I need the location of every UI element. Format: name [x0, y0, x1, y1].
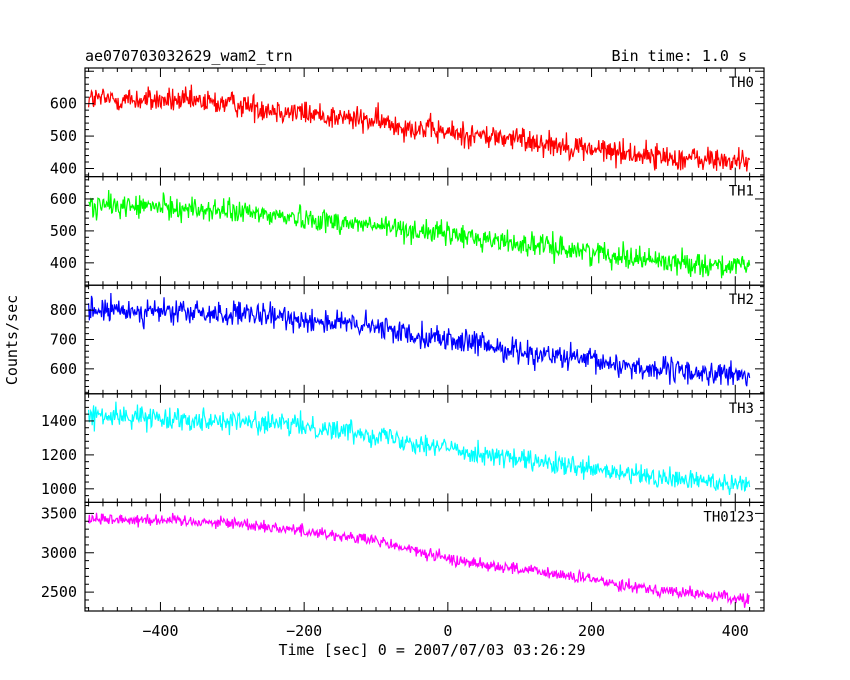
- y-tick-label: 500: [50, 127, 77, 145]
- x-tick-label: 200: [578, 622, 605, 640]
- series-line-th3: [87, 401, 751, 495]
- panel-label-th0: TH0: [729, 75, 754, 91]
- panel-label-th3: TH3: [729, 401, 754, 417]
- y-tick-label: 400: [50, 159, 77, 177]
- x-tick-label: −400: [142, 622, 178, 640]
- y-tick-label: 3000: [41, 544, 77, 562]
- panel-frame-th1: [84, 176, 765, 286]
- y-tick-label: 1000: [41, 480, 77, 498]
- panel-frame-th0123: [84, 501, 765, 612]
- x-tick-label: 0: [443, 622, 452, 640]
- series-line-th1: [88, 190, 751, 279]
- y-tick-label: 600: [50, 95, 77, 113]
- panel-label-th2: TH2: [729, 292, 754, 308]
- y-tick-label: 2500: [41, 583, 77, 601]
- panel-label-th0123: TH0123: [703, 509, 754, 525]
- y-tick-label: 400: [50, 254, 77, 272]
- series-line-th2: [87, 292, 751, 387]
- panels-group: 400 500 600 TH0 400 500 600 TH1 600 700 800 TH2 1000…: [41, 67, 765, 640]
- y-tick-label: 600: [50, 360, 77, 378]
- y-tick-label: 1400: [41, 412, 77, 430]
- y-axis-title: Counts/sec: [3, 295, 21, 385]
- series-line-th0: [87, 84, 751, 172]
- bin-time-label: Bin time: 1.0 s: [612, 47, 747, 65]
- y-tick-label: 700: [50, 331, 77, 349]
- series-line-th0123: [87, 512, 750, 608]
- y-tick-label: 3500: [41, 504, 77, 522]
- x-tick-label: −200: [286, 622, 322, 640]
- y-tick-label: 600: [50, 190, 77, 208]
- panel-label-th1: TH1: [729, 184, 754, 200]
- x-tick-label: 400: [722, 622, 749, 640]
- chart-title: ae070703032629_wam2_trn: [85, 47, 293, 65]
- y-tick-label: 1200: [41, 446, 77, 464]
- y-tick-label: 500: [50, 222, 77, 240]
- x-axis-title: Time [sec] 0 = 2007/07/03 03:26:29: [278, 641, 585, 659]
- y-tick-label: 800: [50, 301, 77, 319]
